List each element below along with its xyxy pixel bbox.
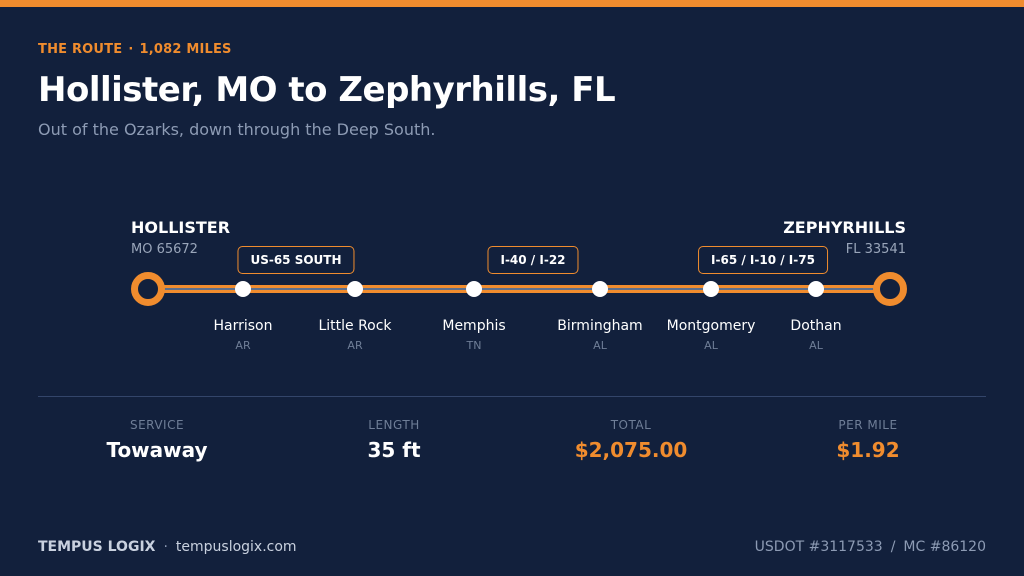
stat-service: SERVICE Towaway [106,418,207,462]
stat-length: LENGTH 35 ft [367,418,420,462]
usdot-number: USDOT #3117533 [754,539,883,555]
stat-value: Towaway [106,438,208,462]
stop-state: AR [235,339,251,352]
stop-city: Birmingham [557,318,643,334]
stop-state: AL [809,339,823,352]
footer-separator: · [163,539,168,555]
route-line [148,285,890,293]
brand-name: TEMPUS LOGIX [38,539,156,555]
stop-state: AL [593,339,607,352]
stop-marker [466,281,482,297]
eyebrow-label: THE ROUTE [38,42,123,57]
eyebrow-separator: · [128,42,134,57]
stat-label: PER MILE [838,418,898,432]
stat-value: $2,075.00 [574,438,688,462]
top-accent-bar [0,0,1024,7]
stat-per-mile: PER MILE $1.92 [836,418,899,462]
mc-number: MC #86120 [903,539,986,555]
destination-zip: FL 33541 [845,242,906,257]
stop-city: Dothan [790,318,842,334]
stat-total: TOTAL $2,075.00 [575,418,688,462]
stop-city: Harrison [213,318,273,334]
stop-marker [808,281,824,297]
footer-credentials: USDOT #3117533 / MC #86120 [755,539,986,555]
stat-label: SERVICE [129,418,185,432]
destination-marker [873,272,907,306]
credentials-divider: / [890,539,896,555]
stop-state: AR [347,339,363,352]
page-subtitle: Out of the Ozarks, down through the Deep… [38,120,436,139]
stop-city: Memphis [442,318,506,334]
route-eyebrow: THE ROUTE · 1,082 MILES [38,42,232,57]
stat-value: 35 ft [367,438,421,462]
stat-value: $1.92 [836,438,900,462]
stop-state: TN [466,339,482,352]
footer-brand: TEMPUS LOGIX · tempuslogix.com [38,539,297,555]
stat-label: LENGTH [368,418,420,432]
stop-city: Little Rock [318,318,392,334]
origin-name: HOLLISTER [131,218,231,237]
section-divider [38,396,986,397]
eyebrow-distance: 1,082 MILES [139,42,232,57]
stop-marker [703,281,719,297]
website-link[interactable]: tempuslogix.com [175,539,297,555]
stop-city: Montgomery [666,318,756,334]
highway-badge: I-65 / I-10 / I-75 [698,246,828,274]
highway-badge: US-65 SOUTH [237,246,355,274]
destination-name: ZEPHYRHILLS [783,218,906,237]
stop-marker [347,281,363,297]
origin-marker [131,272,165,306]
highway-badge: I-40 / I-22 [487,246,579,274]
stop-marker [592,281,608,297]
stat-label: TOTAL [610,418,652,432]
stop-marker [235,281,251,297]
origin-zip: MO 65672 [131,242,198,257]
stop-state: AL [704,339,718,352]
page-title: Hollister, MO to Zephyrhills, FL [38,70,616,110]
